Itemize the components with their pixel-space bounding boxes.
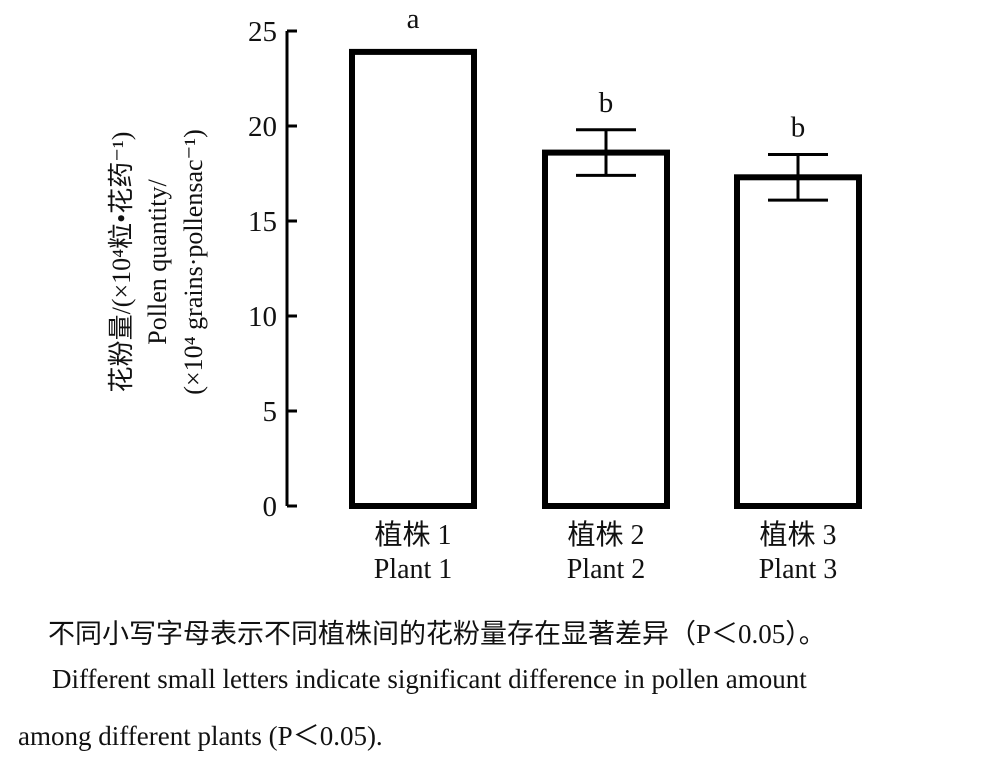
y-label-line: Pollen quantity/ xyxy=(143,179,172,345)
y-tick-label: 5 xyxy=(263,396,278,428)
y-label-line: 花粉量/(×10⁴粒•花药⁻¹) xyxy=(107,132,136,393)
y-axis: 0 5 10 15 20 25 xyxy=(248,16,297,523)
y-tick-label: 0 xyxy=(263,491,278,523)
bar xyxy=(542,149,670,509)
y-axis-label: 花粉量/(×10⁴粒•花药⁻¹) Pollen quantity/(×10⁴ gr… xyxy=(107,129,208,394)
x-tick-label-zh: 植株 3 xyxy=(759,519,836,551)
x-tick-label-zh: 植株 1 xyxy=(374,519,451,551)
x-tick-label-zh: 植株 2 xyxy=(567,519,644,551)
caption-english-line2: among different plants (P＜0.05). xyxy=(18,721,383,751)
y-tick-label: 10 xyxy=(248,301,277,333)
y-tick-label: 20 xyxy=(248,111,277,143)
bar xyxy=(734,174,862,510)
significance-letter: b xyxy=(599,87,614,119)
caption-chinese: 不同小写字母表示不同植株间的花粉量存在显著差异（P＜0.05）。 xyxy=(48,619,826,649)
x-tick-label-en: Plant 2 xyxy=(567,554,646,585)
x-tick-label-en: Plant 3 xyxy=(759,554,838,585)
y-tick-label: 25 xyxy=(248,16,277,48)
y-label-line: (×10⁴ grains·pollensac⁻¹) xyxy=(179,129,208,394)
bar xyxy=(349,48,477,510)
bars: a b b xyxy=(349,3,862,510)
y-label-group: 花粉量/(×10⁴粒•花药⁻¹) Pollen quantity/(×10⁴ gr… xyxy=(107,129,208,394)
pollen-bar-chart: 花粉量/(×10⁴粒•花药⁻¹) Pollen quantity/(×10⁴ gr… xyxy=(107,3,862,585)
caption-english-line1: Different small letters indicate signifi… xyxy=(52,664,807,694)
x-tick-label-en: Plant 1 xyxy=(374,554,453,585)
significance-letter: b xyxy=(791,112,806,144)
y-tick-label: 15 xyxy=(248,206,277,238)
significance-letter: a xyxy=(407,3,420,35)
